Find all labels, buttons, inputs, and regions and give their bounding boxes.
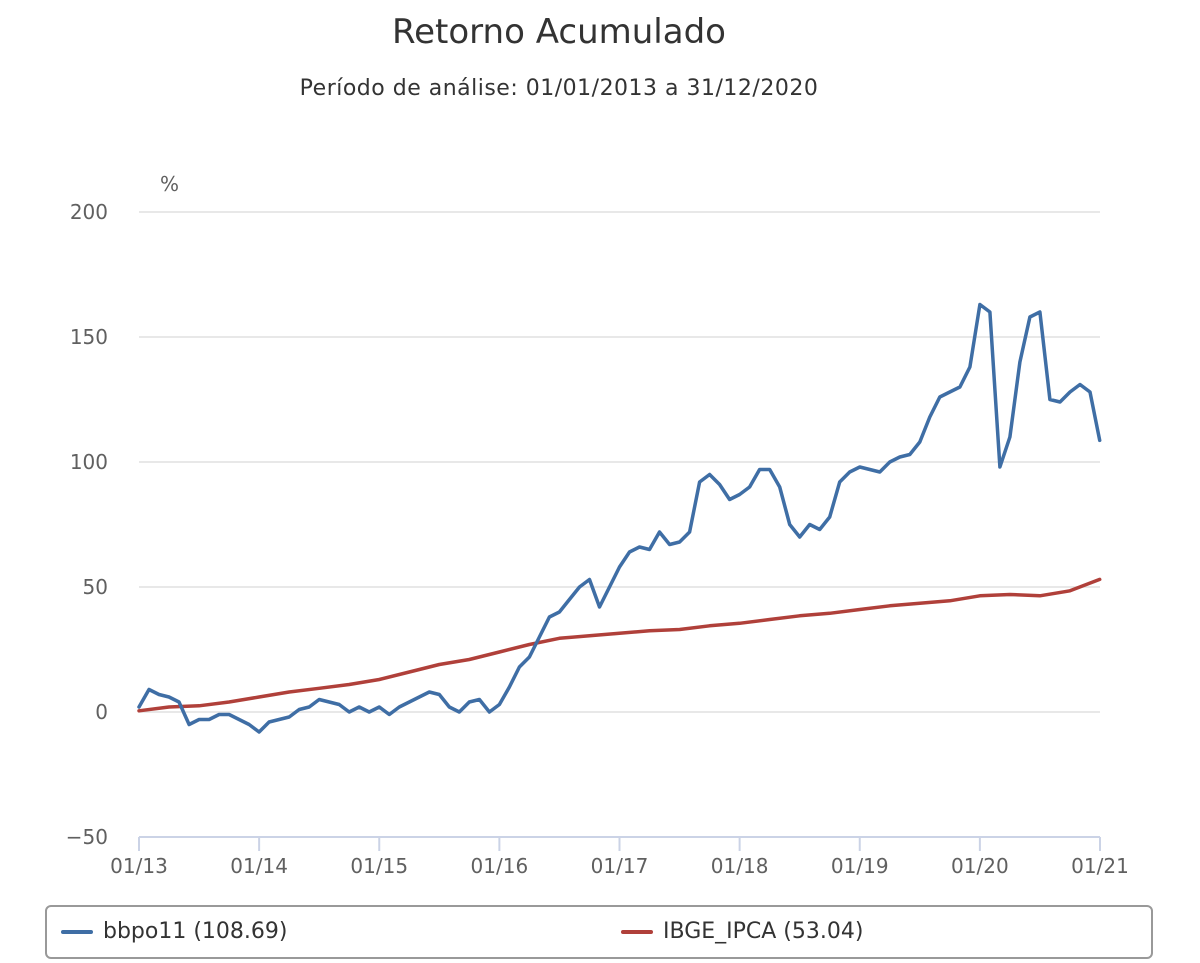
y-axis-unit-label: % — [160, 172, 179, 196]
x-tick-label: 01/19 — [831, 854, 889, 878]
x-tick-label: 01/20 — [951, 854, 1009, 878]
x-tick-label: 01/17 — [591, 854, 649, 878]
legend-item-bbpo11[interactable]: bbpo11 (108.69) — [61, 919, 288, 944]
y-tick-label: 150 — [70, 325, 108, 349]
y-tick-label: 0 — [95, 700, 108, 724]
series-lines — [137, 302, 1102, 734]
y-tick-label: 200 — [70, 200, 108, 224]
legend-label-bbpo11: bbpo11 (108.69) — [103, 919, 288, 944]
x-tick-label: 01/16 — [471, 854, 529, 878]
y-tick-label: 100 — [70, 450, 108, 474]
legend-swatch-ibge-ipca — [621, 929, 653, 934]
x-tick-label: 01/21 — [1071, 854, 1129, 878]
x-axis: 01/13 01/14 01/15 01/16 01/17 01/18 01/19 01/20… — [110, 836, 1129, 878]
legend-label-ibge-ipca: IBGE_IPCA (53.04) — [663, 919, 864, 944]
gridlines — [139, 211, 1100, 713]
series-line-ibge-ipca — [137, 577, 1102, 713]
x-tick-label: 01/15 — [350, 854, 408, 878]
y-axis: −50 0 50 100 150 200 — [66, 200, 108, 849]
series-line-bbpo11 — [137, 302, 1102, 734]
chart-subtitle: Período de análise: 01/01/2013 a 31/12/2… — [299, 76, 819, 101]
y-tick-label: 50 — [83, 575, 108, 599]
x-tick-label: 01/13 — [110, 854, 168, 878]
line-chart: 01/13 01/14 01/15 01/16 01/17 01/18 01/19 01/20… — [66, 172, 1129, 878]
legend-item-ibge-ipca[interactable]: IBGE_IPCA (53.04) — [621, 919, 863, 944]
legend: bbpo11 (108.69) IBGE_IPCA (53.04) — [45, 905, 1153, 959]
x-tick-label: 01/18 — [711, 854, 769, 878]
y-tick-label: −50 — [66, 825, 108, 849]
x-tick-label: 01/14 — [230, 854, 288, 878]
legend-swatch-bbpo11 — [61, 929, 93, 934]
chart-title: Retorno Acumulado — [392, 12, 726, 52]
